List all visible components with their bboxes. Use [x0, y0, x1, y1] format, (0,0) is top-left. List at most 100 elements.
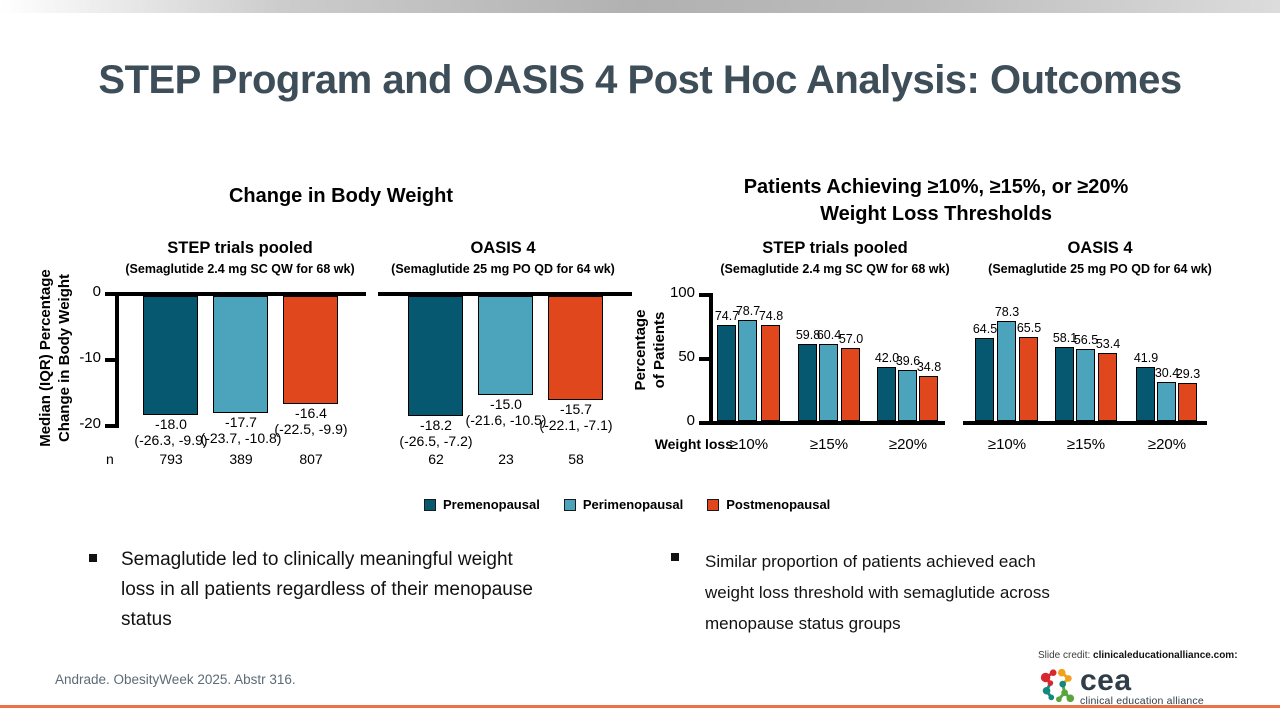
bar-value-label: 39.6	[895, 354, 921, 368]
bar-postmenopausal	[1098, 353, 1117, 421]
top-gradient-bar	[0, 0, 1280, 13]
n-value: 793	[159, 451, 183, 467]
bar-value-label: 74.8	[758, 309, 784, 323]
bar-postmenopausal	[1019, 337, 1038, 421]
bar-value-label: 58.1	[1052, 331, 1078, 345]
bar-premenopausal	[975, 338, 994, 421]
chart-legend: Premenopausal Perimenopausal Postmenopausa…	[424, 497, 830, 512]
legend-swatch	[707, 498, 720, 511]
legend-label: Postmenopausal	[726, 497, 831, 512]
bar-value-label: -18.0	[155, 416, 187, 432]
bar-perimenopausal	[819, 344, 838, 421]
y-axis-tick	[105, 292, 115, 296]
y-axis-tick	[699, 421, 709, 425]
bar-postmenopausal	[283, 296, 338, 404]
bar-premenopausal	[143, 296, 198, 415]
bullet-square-icon	[89, 554, 97, 562]
right-bullet-text: Similar proportion of patients achieved …	[705, 546, 1185, 639]
bar-value-label: -15.0	[490, 396, 522, 412]
bar-value-label: -16.4	[295, 405, 327, 421]
bullet-line: loss in all patients regardless of their…	[121, 579, 533, 600]
bar-premenopausal	[877, 367, 896, 421]
bar-premenopausal	[408, 296, 463, 416]
left-chart-zero-line-oasis	[378, 292, 632, 296]
bar-postmenopausal	[761, 325, 780, 421]
n-row-header: n	[106, 451, 114, 467]
n-value: 807	[299, 451, 323, 467]
right-chart-y-axis	[709, 293, 713, 425]
right-chart-baseline-oasis	[963, 421, 1207, 425]
bar-postmenopausal	[841, 348, 860, 421]
bar-value-label: 53.4	[1095, 337, 1121, 351]
bar-value-label: 30.4	[1154, 366, 1180, 380]
bar-premenopausal	[1136, 367, 1155, 421]
bar-value-label: 78.3	[994, 305, 1020, 319]
bar-perimenopausal	[478, 296, 533, 395]
bar-perimenopausal	[997, 321, 1016, 421]
right-chart-title-line1: Patients Achieving ≥10%, ≥15%, or ≥20%	[743, 176, 1129, 198]
bar-value-label: -15.7	[560, 401, 592, 417]
right-panel-step-title: STEP trials pooled	[762, 239, 908, 257]
left-panel-oasis-title: OASIS 4	[470, 239, 536, 257]
left-chart-title: Change in Body Weight	[228, 185, 454, 207]
left-panel-step-subtitle: (Semaglutide 2.4 mg SC QW for 68 wk)	[125, 262, 355, 276]
cea-logo-tagline: clinical education alliance	[1080, 695, 1204, 707]
bar-premenopausal	[1055, 347, 1074, 421]
bar-value-label: 74.7	[714, 309, 740, 323]
bar-value-label: 60.4	[816, 328, 842, 342]
bar-value-label: 78.7	[735, 304, 761, 318]
legend-label: Premenopausal	[443, 497, 540, 512]
bullet-line: menopause status groups	[705, 614, 901, 633]
y-axis-tick-label: 50	[678, 348, 695, 365]
n-value: 389	[229, 451, 253, 467]
citation: Andrade. ObesityWeek 2025. Abstr 316.	[55, 672, 296, 687]
bar-perimenopausal	[1157, 382, 1176, 421]
bar-value-label: 29.3	[1175, 367, 1201, 381]
bullet-square-icon	[671, 553, 679, 561]
right-panel-oasis-title: OASIS 4	[1067, 239, 1133, 257]
left-chart-zero-line-step	[115, 292, 366, 296]
bar-value-label: 42.0	[874, 351, 900, 365]
slide-credit-source[interactable]: clinicaleducationalliance.com:	[1093, 650, 1238, 661]
right-panel-step-subtitle: (Semaglutide 2.4 mg SC QW for 68 wk)	[720, 262, 950, 276]
slide-credit-prefix: Slide credit:	[1038, 650, 1091, 661]
right-panel-oasis-subtitle: (Semaglutide 25 mg PO QD for 64 wk)	[988, 262, 1212, 276]
bar-value-label: 57.0	[838, 332, 864, 346]
y-axis-tick-label: -20	[79, 415, 101, 432]
bar-postmenopausal	[1178, 383, 1197, 421]
threshold-label: ≥20%	[1147, 436, 1187, 453]
left-chart-y-axis	[115, 292, 119, 428]
cea-logo-icon	[1040, 668, 1075, 703]
bar-value-label: 56.5	[1073, 333, 1099, 347]
bar-iqr-label: (-22.1, -7.1)	[539, 417, 613, 433]
legend-swatch	[424, 498, 436, 511]
bar-value-label: -17.7	[225, 414, 257, 430]
cea-logo-wordmark: cea	[1080, 664, 1132, 697]
bullet-line: Semaglutide led to clinically meaningful…	[121, 549, 513, 570]
n-value: 23	[498, 451, 514, 467]
y-axis-tick	[105, 358, 115, 362]
bar-iqr-label: (-21.6, -10.5)	[465, 412, 547, 428]
left-bullet-text: Semaglutide led to clinically meaningful…	[121, 545, 641, 635]
y-axis-tick-label: -10	[79, 349, 101, 366]
bar-perimenopausal	[738, 320, 757, 421]
bar-premenopausal	[798, 344, 817, 421]
legend-item: Perimenopausal	[563, 497, 684, 512]
y-axis-tick	[105, 424, 115, 428]
slide-credit: Slide credit: clinicaleducationalliance.…	[1038, 650, 1238, 661]
y-axis-tick	[699, 293, 709, 297]
legend-swatch	[563, 498, 576, 511]
bullet-line: status	[121, 609, 172, 630]
bar-value-label: 65.5	[1016, 321, 1042, 335]
legend-item: Postmenopausal	[707, 497, 830, 512]
n-value: 62	[428, 451, 444, 467]
legend-label: Perimenopausal	[582, 497, 684, 512]
threshold-label: ≥15%	[809, 436, 849, 453]
left-panel-oasis-subtitle: (Semaglutide 25 mg PO QD for 64 wk)	[391, 262, 615, 276]
page-title: STEP Program and OASIS 4 Post Hoc Analys…	[98, 58, 1182, 102]
bar-value-label: 64.5	[972, 322, 998, 336]
accent-divider-line	[0, 705, 1280, 708]
bullet-line: weight loss threshold with semaglutide a…	[705, 583, 1050, 602]
y-axis-tick	[699, 357, 709, 361]
